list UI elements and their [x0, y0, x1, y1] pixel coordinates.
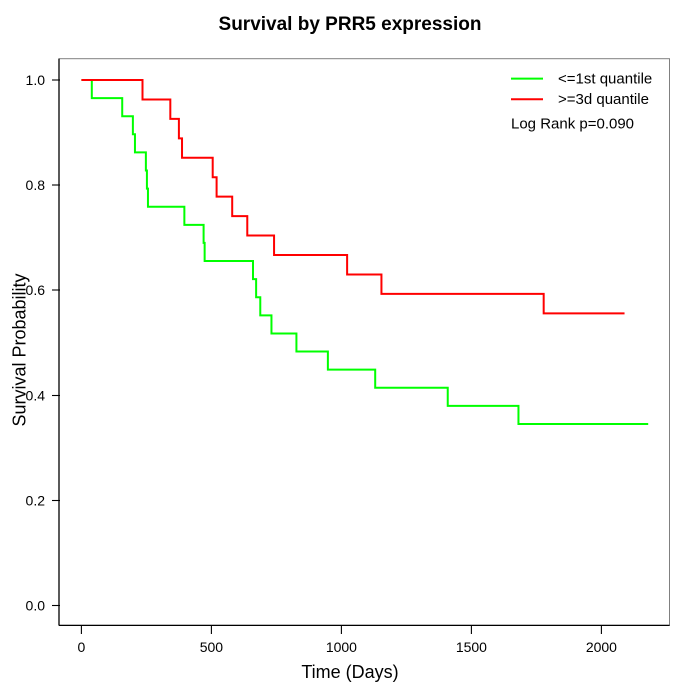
svg-text:500: 500 — [200, 639, 224, 655]
svg-text:0.0: 0.0 — [26, 598, 46, 614]
svg-text:0.8: 0.8 — [26, 177, 46, 193]
svg-text:0.2: 0.2 — [26, 493, 46, 509]
svg-text:0.4: 0.4 — [26, 388, 46, 404]
svg-text:1.0: 1.0 — [26, 72, 46, 88]
svg-text:0: 0 — [78, 639, 86, 655]
svg-text:0.6: 0.6 — [26, 282, 46, 298]
svg-text:>=3d quantile: >=3d quantile — [558, 91, 649, 108]
svg-text:Log Rank p=0.090: Log Rank p=0.090 — [511, 116, 634, 133]
svg-text:1000: 1000 — [326, 639, 357, 655]
svg-text:<=1st quantile: <=1st quantile — [558, 71, 652, 88]
svg-text:1500: 1500 — [456, 639, 487, 655]
svg-text:2000: 2000 — [586, 639, 617, 655]
